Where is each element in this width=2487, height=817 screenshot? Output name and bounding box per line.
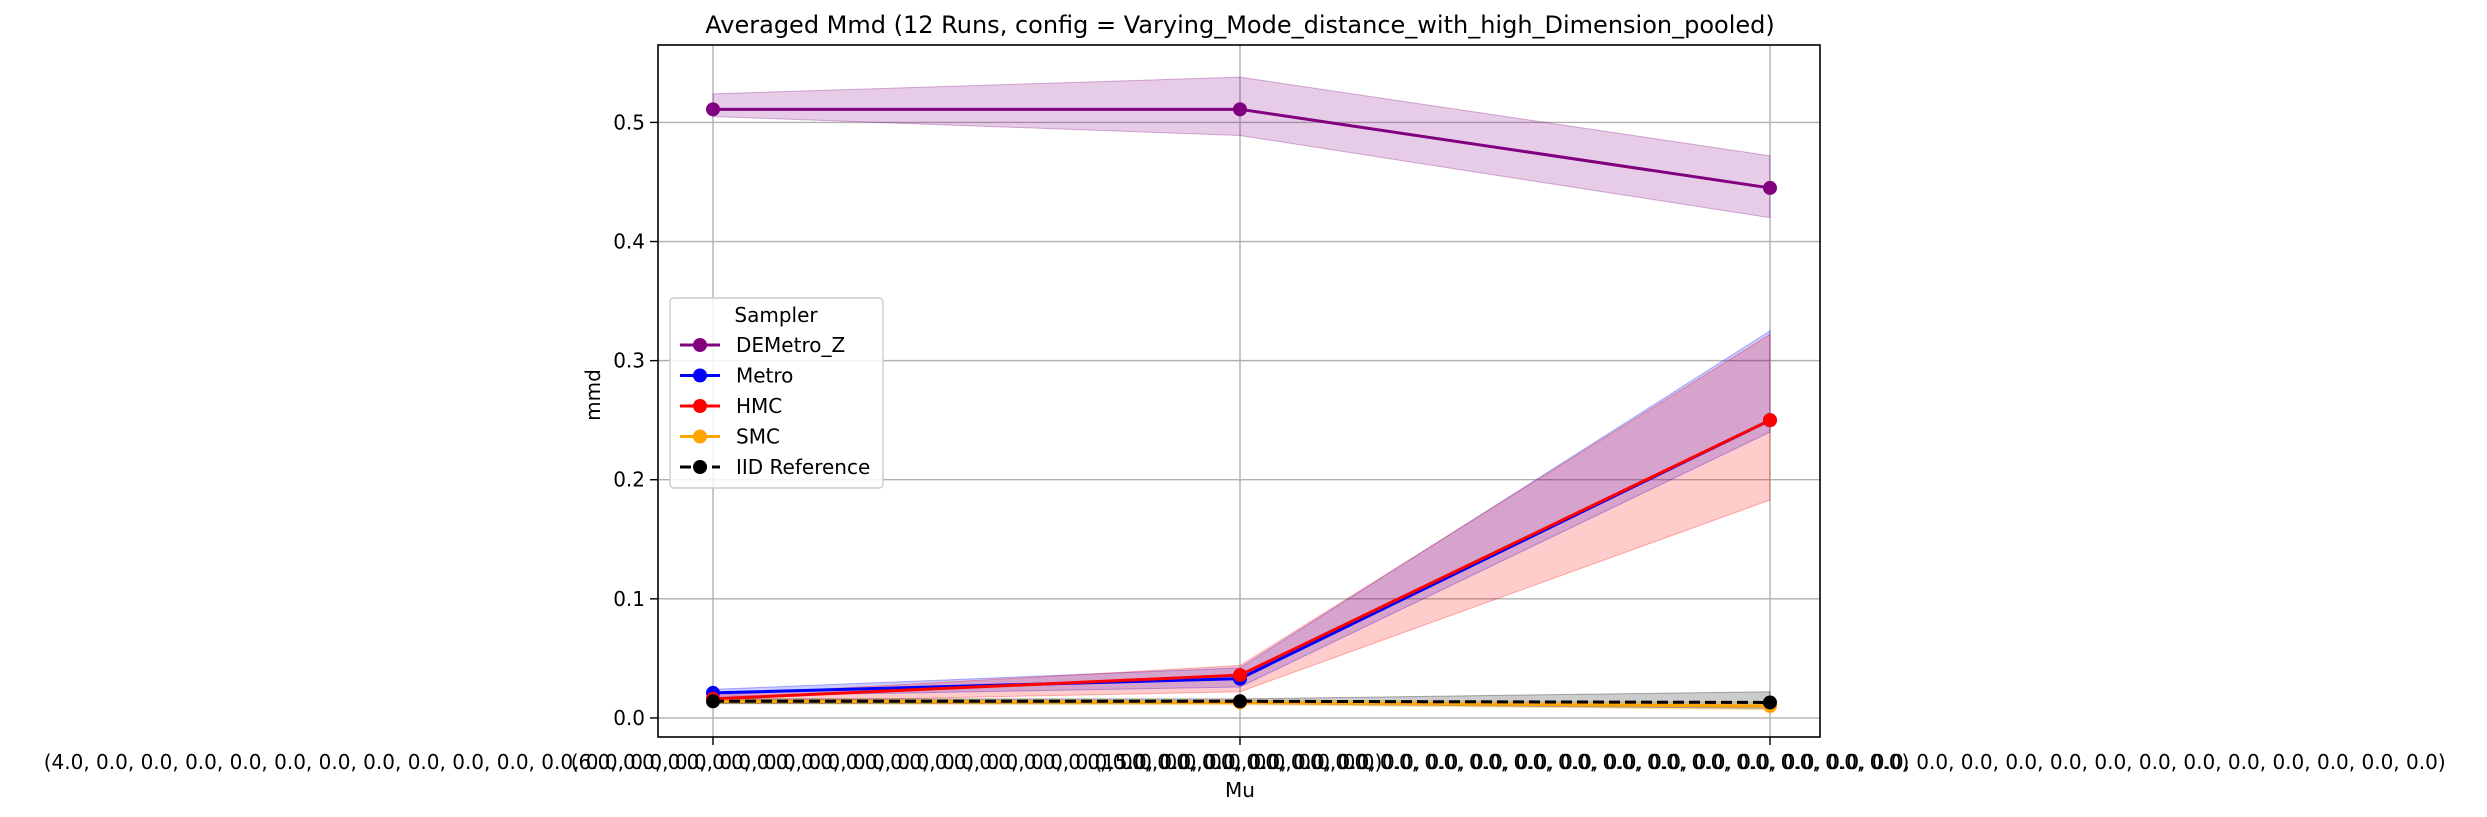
legend-metro-marker — [693, 368, 707, 383]
y-axis-label: mmd — [581, 369, 605, 421]
iid-reference-line — [713, 699, 1771, 704]
demetro-z-point — [706, 102, 720, 117]
y-tick-label: 0.5 — [613, 110, 645, 134]
x-tick-label: (6.0, 0.0, 0.0, 0.0, 0.0, 0.0, 0.0, 0.0,… — [571, 750, 1910, 774]
legend-demetro-z-marker — [693, 338, 707, 352]
series-points — [706, 102, 1777, 714]
legend-title: Sampler — [734, 303, 818, 327]
legend-smc-marker — [693, 429, 707, 444]
x-axis-label: Mu — [1225, 778, 1255, 802]
demetro-z-band — [712, 76, 1771, 219]
x-tick-label: (4.0, 0.0, 0.0, 0.0, 0.0, 0.0, 0.0, 0.0,… — [44, 750, 1383, 774]
demetro-z-point — [1763, 180, 1777, 195]
legend-metro-label: Metro — [736, 364, 793, 388]
y-tick-label: 0.2 — [613, 468, 645, 492]
legend-smc-label: SMC — [736, 425, 780, 449]
y-tick-label: 0.0 — [613, 706, 645, 730]
iid-reference-point — [1763, 695, 1777, 710]
x-axis-ticks: (4.0, 0.0, 0.0, 0.0, 0.0, 0.0, 0.0, 0.0,… — [44, 737, 2446, 774]
y-axis-ticks: 0.0 0.1 0.2 0.3 0.4 0.5 — [613, 110, 658, 730]
chart-title: Averaged Mmd (12 Runs, config = Varying_… — [705, 11, 1774, 39]
demetro-z-point — [1233, 102, 1247, 117]
y-tick-label: 0.1 — [613, 587, 645, 611]
plot-frame — [657, 44, 1821, 738]
hmc-point — [1763, 413, 1777, 428]
legend-hmc-marker — [693, 399, 707, 413]
iid-reference-point — [706, 694, 720, 709]
legend-iid-reference-marker — [693, 460, 707, 474]
y-tick-label: 0.3 — [613, 349, 645, 373]
legend-box — [669, 297, 884, 489]
x-tick-label: (15.0, 0.0, 0.0, 0.0, 0.0, 0.0, 0.0, 0.0… — [1094, 750, 2445, 774]
hmc-point — [1233, 668, 1247, 683]
y-tick-label: 0.4 — [613, 230, 645, 254]
legend-demetro-z-label: DEMetro_Z — [736, 333, 845, 357]
legend: Sampler DEMetro_Z Metro HMC SMC IID Reference — [669, 297, 884, 489]
iid-reference-point — [1233, 694, 1247, 709]
legend-hmc-label: HMC — [736, 394, 782, 418]
legend-iid-reference-label: IID Reference — [736, 455, 870, 479]
